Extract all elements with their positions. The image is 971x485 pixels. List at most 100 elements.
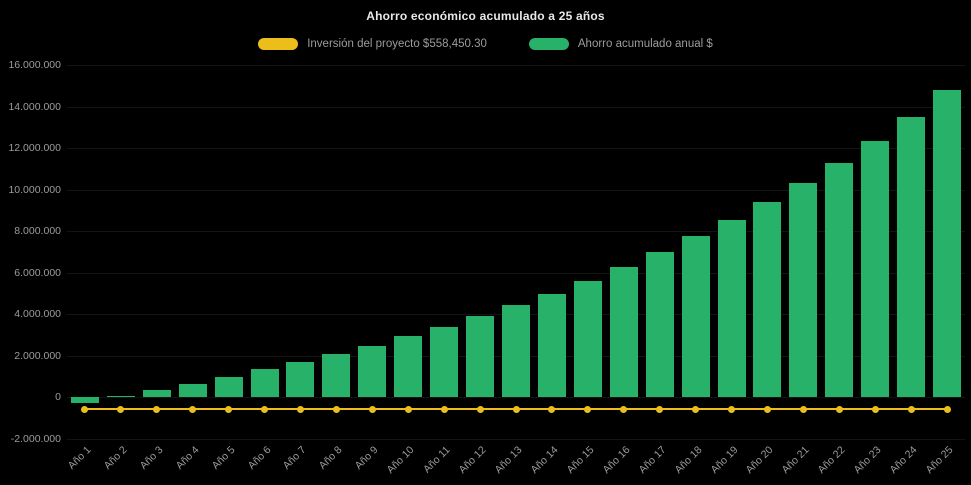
investment-point[interactable]: [81, 405, 89, 413]
gridline: [67, 231, 965, 233]
bar-año-14[interactable]: [537, 293, 566, 398]
bar-año-3[interactable]: [142, 390, 171, 398]
investment-point[interactable]: [548, 405, 556, 413]
bar-año-4[interactable]: [178, 383, 207, 398]
investment-point[interactable]: [332, 405, 340, 413]
y-tick-label: 14.000.000: [8, 100, 61, 113]
investment-point[interactable]: [404, 405, 412, 413]
investment-point[interactable]: [189, 405, 197, 413]
bar-año-19[interactable]: [717, 219, 746, 398]
bar-año-7[interactable]: [286, 362, 315, 398]
gridline: [67, 272, 965, 274]
y-tick-label: 2.000.000: [14, 349, 61, 362]
legend: Inversión del proyecto $558,450.30 Ahorr…: [0, 38, 971, 50]
bar-año-8[interactable]: [322, 353, 351, 398]
investment-point[interactable]: [296, 405, 304, 413]
bar-año-2[interactable]: [106, 396, 135, 398]
x-tick-label: Año 15: [564, 444, 597, 477]
legend-item-savings[interactable]: Ahorro acumulado anual $: [528, 38, 713, 50]
investment-point[interactable]: [763, 405, 771, 413]
investment-point[interactable]: [943, 405, 951, 413]
investment-point[interactable]: [728, 405, 736, 413]
y-tick-label: 12.000.000: [8, 142, 61, 155]
investment-point[interactable]: [476, 405, 484, 413]
x-tick-label: Año 7: [281, 444, 309, 472]
investment-point[interactable]: [512, 405, 520, 413]
y-tick-label: 6.000.000: [14, 266, 61, 279]
bar-año-23[interactable]: [861, 140, 890, 398]
legend-swatch-savings: [528, 38, 569, 50]
bar-año-9[interactable]: [358, 345, 387, 398]
investment-point[interactable]: [153, 405, 161, 413]
investment-point[interactable]: [584, 405, 592, 413]
legend-item-investment[interactable]: Inversión del proyecto $558,450.30: [258, 38, 487, 50]
y-tick-label: -2.000.000: [10, 433, 61, 445]
x-tick-label: Año 14: [528, 444, 561, 477]
investment-point[interactable]: [692, 405, 700, 413]
x-tick-label: Año 8: [316, 444, 345, 472]
bar-año-10[interactable]: [394, 336, 423, 398]
bar-año-6[interactable]: [250, 369, 279, 398]
x-tick-label: Año 10: [384, 444, 417, 477]
bar-año-24[interactable]: [897, 116, 926, 398]
investment-point[interactable]: [261, 405, 269, 413]
bar-año-20[interactable]: [753, 202, 782, 398]
bar-año-12[interactable]: [466, 316, 495, 398]
plot-area: [67, 65, 965, 440]
x-tick-label: Año 6: [245, 444, 274, 472]
x-tick-label: Año 19: [707, 444, 741, 477]
bar-año-1[interactable]: [70, 397, 99, 403]
gridline: [67, 148, 965, 150]
legend-swatch-investment: [258, 38, 299, 50]
x-tick-label: Año 11: [421, 444, 453, 476]
x-tick-label: Año 12: [456, 444, 489, 477]
x-tick-label: Año 13: [492, 444, 525, 477]
bar-año-21[interactable]: [789, 183, 818, 398]
y-tick-label: 8.000.000: [14, 225, 61, 238]
bar-año-13[interactable]: [501, 304, 530, 398]
bar-año-16[interactable]: [609, 266, 638, 398]
investment-point[interactable]: [440, 405, 448, 413]
x-tick-label: Año 22: [815, 444, 848, 477]
x-tick-label: Año 24: [887, 444, 920, 477]
x-tick-label: Año 3: [137, 444, 166, 472]
y-tick-label: 10.000.000: [8, 183, 61, 196]
bar-año-18[interactable]: [681, 236, 710, 398]
investment-point[interactable]: [368, 405, 376, 413]
bar-año-22[interactable]: [825, 162, 854, 398]
x-tick-label: Año 25: [923, 444, 956, 477]
x-tick-label: Año 20: [743, 444, 776, 477]
investment-point[interactable]: [799, 405, 807, 413]
legend-label-investment: Inversión del proyecto $558,450.30: [307, 38, 487, 50]
x-tick-label: Año 21: [779, 444, 812, 477]
x-tick-label: Año 16: [600, 444, 633, 477]
bar-año-17[interactable]: [645, 252, 674, 398]
x-tick-label: Año 5: [209, 444, 238, 472]
x-tick-label: Año 4: [173, 444, 202, 472]
bar-año-25[interactable]: [933, 89, 962, 398]
gridline: [67, 439, 965, 440]
x-tick-label: Año 23: [851, 444, 884, 477]
investment-point[interactable]: [117, 405, 125, 413]
x-tick-label: Año 18: [672, 444, 705, 477]
investment-point[interactable]: [225, 405, 233, 413]
y-tick-label: 16.000.000: [8, 59, 61, 71]
x-tick-label: Año 2: [101, 444, 130, 472]
x-tick-label: Año 17: [636, 444, 669, 477]
x-tick-label: Año 9: [352, 444, 381, 472]
x-tick-label: Año 1: [65, 444, 94, 472]
investment-point[interactable]: [871, 405, 879, 413]
investment-point[interactable]: [835, 405, 843, 413]
bar-año-5[interactable]: [214, 376, 243, 398]
bar-año-11[interactable]: [430, 326, 459, 398]
investment-point[interactable]: [620, 405, 628, 413]
legend-label-savings: Ahorro acumulado anual $: [577, 38, 713, 50]
investment-point[interactable]: [907, 405, 915, 413]
bar-año-15[interactable]: [573, 281, 602, 398]
gridline: [67, 189, 965, 191]
chart-title: Ahorro económico acumulado a 25 años: [366, 9, 605, 23]
gridline: [67, 106, 965, 108]
y-tick-label: 4.000.000: [14, 308, 61, 321]
investment-point[interactable]: [656, 405, 664, 413]
